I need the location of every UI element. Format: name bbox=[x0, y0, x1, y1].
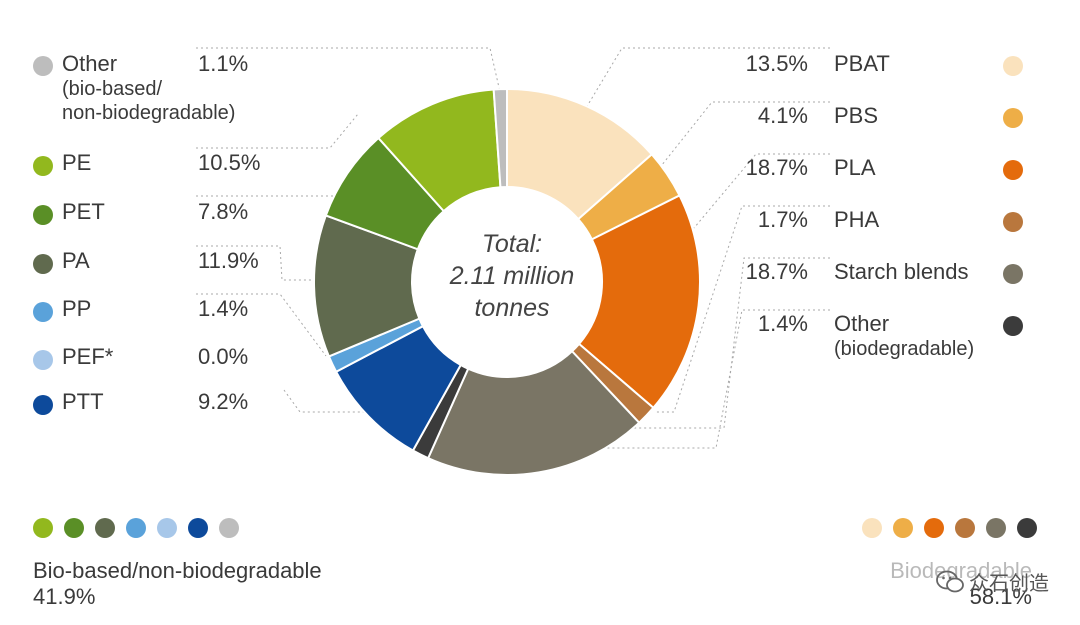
summary-right-label: Biodegradable bbox=[890, 558, 1032, 583]
total-line-3: tonnes bbox=[474, 294, 550, 322]
wechat-icon bbox=[936, 570, 964, 592]
legend-label-pp: PP bbox=[62, 296, 92, 321]
leader-line bbox=[590, 309, 830, 449]
total-line-1: Total: bbox=[481, 230, 543, 258]
summary-dot bbox=[862, 518, 882, 538]
leader-line bbox=[196, 293, 327, 357]
watermark-text: 众石创造 bbox=[969, 573, 1049, 595]
summary-right-value: 58.1% bbox=[969, 584, 1032, 609]
legend-pct-pp: 1.4% bbox=[198, 296, 249, 321]
legend-label-pla: PLA bbox=[834, 155, 876, 180]
legend-dot-pha bbox=[1003, 212, 1023, 232]
legend-pct-pe: 10.5% bbox=[198, 150, 261, 175]
legend-label-ptt: PTT bbox=[62, 389, 104, 414]
summary-dot bbox=[157, 518, 177, 538]
legend-dot-pbs bbox=[1003, 108, 1023, 128]
legend-label-pe: PE bbox=[62, 150, 92, 175]
legend-dot-pbat bbox=[1003, 56, 1023, 76]
legend-pct-pbs: 4.1% bbox=[757, 103, 808, 128]
summary-dot bbox=[893, 518, 913, 538]
legend-name: Other bbox=[834, 311, 890, 336]
summary-left-label: Bio-based/non-biodegradable bbox=[33, 558, 322, 583]
legend-pct-starch: 18.7% bbox=[745, 259, 808, 284]
legend-dot-other-biodeg bbox=[1003, 316, 1023, 336]
legend-pct-other-biobased: 1.1% bbox=[198, 51, 249, 76]
legend-pct-ptt: 9.2% bbox=[198, 389, 249, 414]
summary-dot bbox=[64, 518, 84, 538]
slice-pbat bbox=[506, 87, 654, 221]
summary-dot bbox=[188, 518, 208, 538]
legend-dot-pp bbox=[33, 302, 53, 322]
legend-pct-pha: 1.7% bbox=[757, 207, 808, 232]
legend-label-other-biobased: Other (bio-based/ non-biodegradable) bbox=[62, 51, 235, 125]
legend-pct-other-biodeg: 1.4% bbox=[757, 311, 808, 336]
legend-label-other-biodeg: Other (biodegradable) bbox=[834, 311, 974, 361]
legend-dot-pa bbox=[33, 254, 53, 274]
summary-dot bbox=[1017, 518, 1037, 538]
summary-dot bbox=[33, 518, 53, 538]
legend-pct-pbat: 13.5% bbox=[745, 51, 808, 76]
summary-dot bbox=[986, 518, 1006, 538]
summary-dot bbox=[219, 518, 239, 538]
legend-name: Other bbox=[62, 51, 118, 76]
legend-pct-pef: 0.0% bbox=[198, 344, 249, 369]
slice-other bbox=[492, 87, 508, 189]
legend-dot-other-biobased bbox=[33, 56, 53, 76]
legend-pct-pet: 7.8% bbox=[198, 199, 249, 224]
slice-starch-blends bbox=[426, 349, 641, 476]
total-line-2: 2.11 million bbox=[449, 262, 575, 290]
summary-left: Bio-based/non-biodegradable 41.9% bbox=[33, 558, 322, 610]
leader-line bbox=[654, 205, 830, 413]
legend-sub: (bio-based/ bbox=[62, 78, 163, 100]
legend-label-pha: PHA bbox=[834, 207, 880, 232]
legend-label-pet: PET bbox=[62, 199, 105, 224]
legend-label-pbs: PBS bbox=[834, 103, 879, 128]
legend-label-pbat: PBAT bbox=[834, 51, 890, 76]
legend-dot-pef bbox=[33, 350, 53, 370]
legend-dot-ptt bbox=[33, 395, 53, 415]
summary-right: Biodegradable 58.1% bbox=[890, 558, 1032, 610]
slice-pla bbox=[577, 194, 701, 410]
leader-line bbox=[634, 257, 830, 429]
legend-dot-starch bbox=[1003, 264, 1023, 284]
legend-dot-pla bbox=[1003, 160, 1023, 180]
legend-sub: (biodegradable) bbox=[834, 338, 975, 360]
watermark: 众石创造 bbox=[935, 567, 1049, 596]
summary-left-value: 41.9% bbox=[33, 584, 96, 609]
summary-dot bbox=[924, 518, 944, 538]
legend-dot-pe bbox=[33, 156, 53, 176]
summary-dot bbox=[95, 518, 115, 538]
donut-slices bbox=[313, 87, 701, 476]
summary-dot bbox=[955, 518, 975, 538]
legend-pct-pla: 18.7% bbox=[745, 155, 808, 180]
legend-pct-pa: 11.9% bbox=[198, 248, 259, 273]
total-label: Total: 2.11 million tonnes bbox=[412, 228, 612, 324]
legend-label-starch: Starch blends bbox=[834, 259, 969, 284]
legend-label-pa: PA bbox=[62, 248, 90, 273]
legend-sub: non-biodegradable) bbox=[62, 102, 236, 124]
legend-dot-pet bbox=[33, 205, 53, 225]
summary-dot bbox=[126, 518, 146, 538]
legend-label-pef: PEF* bbox=[62, 344, 114, 369]
leader-line bbox=[196, 245, 322, 281]
